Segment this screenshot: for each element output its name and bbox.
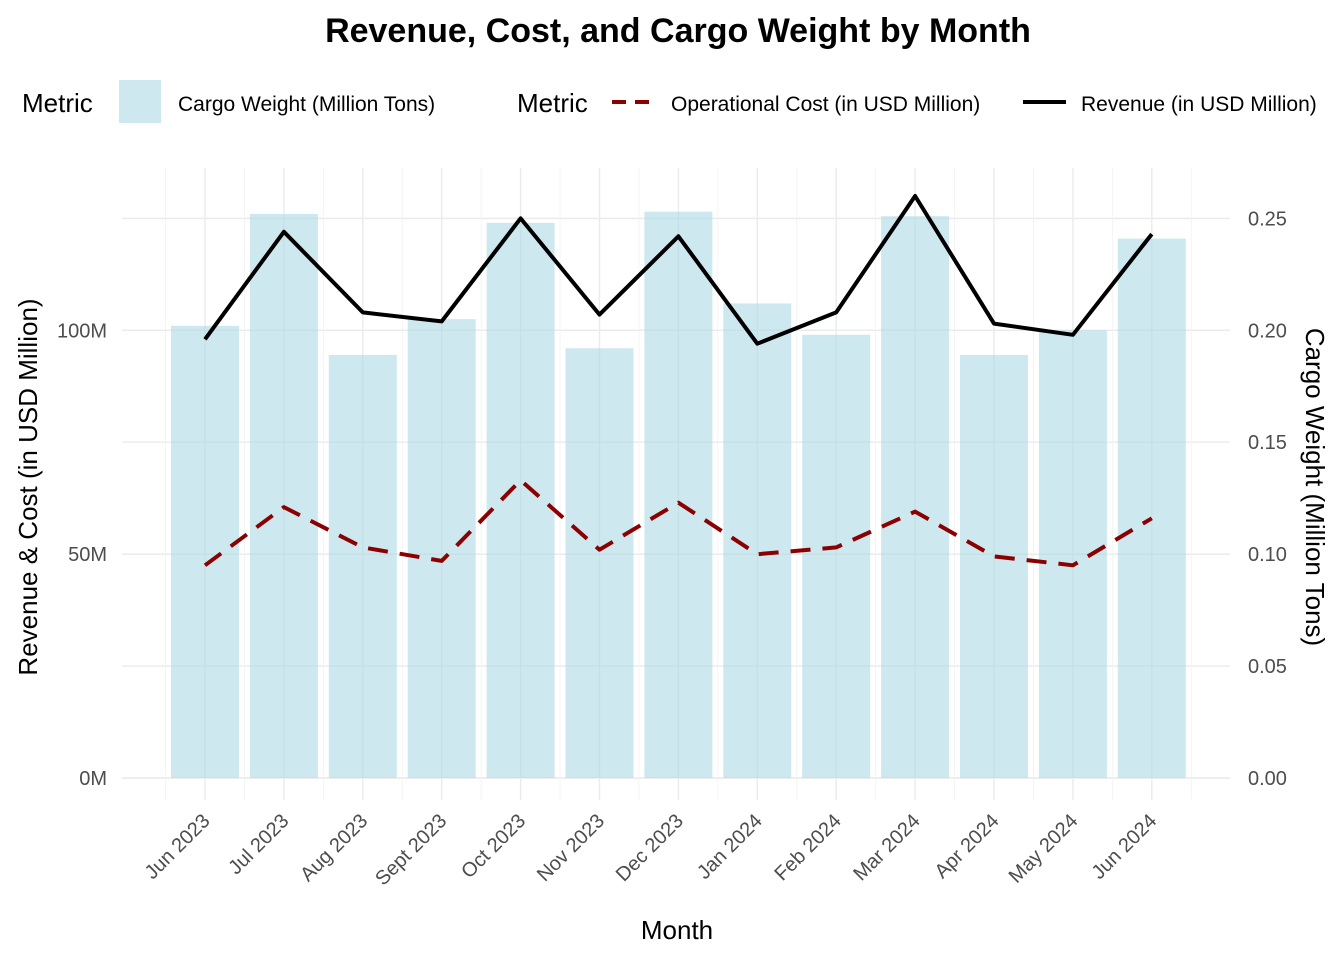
x-tick-label: Jun 2024 bbox=[1088, 810, 1162, 884]
y-tick-label: 0M bbox=[79, 768, 107, 790]
y-tick-label: 50M bbox=[68, 544, 107, 566]
x-tick-label: May 2024 bbox=[1005, 810, 1083, 888]
y2-tick-label: 0.25 bbox=[1248, 208, 1287, 230]
lines bbox=[203, 194, 1154, 568]
x-tick-label: Dec 2023 bbox=[612, 810, 688, 886]
y2-tick-label: 0.20 bbox=[1248, 320, 1287, 342]
legend-label-operational-cost: Operational Cost (in USD Million) bbox=[671, 93, 980, 116]
y-axis-title-left: Revenue & Cost (in USD Million) bbox=[13, 298, 43, 675]
bar bbox=[1038, 330, 1107, 778]
line-operational-cost bbox=[203, 478, 1153, 568]
y2-tick-label: 0.15 bbox=[1248, 432, 1287, 454]
bar bbox=[171, 325, 239, 778]
y-axis-title-right: Cargo Weight (Million Tons) bbox=[1300, 328, 1330, 646]
x-tick-label: Jul 2023 bbox=[224, 810, 293, 879]
bar bbox=[644, 211, 713, 778]
legend-line-title: Metric bbox=[517, 88, 588, 118]
x-tick-label: Sept 2023 bbox=[371, 810, 451, 890]
legend-key-cargo-weight bbox=[119, 80, 161, 123]
chart-title: Revenue, Cost, and Cargo Weight by Month bbox=[325, 12, 1031, 50]
y-axis-right: 0.00 0.05 0.10 0.15 0.20 0.25 bbox=[1248, 208, 1287, 790]
bars bbox=[171, 211, 1186, 779]
y2-tick-label: 0.00 bbox=[1248, 768, 1287, 790]
bar bbox=[1117, 238, 1186, 778]
bar bbox=[328, 354, 397, 778]
x-tick-label: Mar 2024 bbox=[849, 810, 924, 885]
bar bbox=[249, 213, 318, 778]
x-tick-label: Apr 2024 bbox=[931, 810, 1004, 883]
x-tick-label: Feb 2024 bbox=[770, 810, 845, 885]
y2-tick-label: 0.10 bbox=[1248, 544, 1287, 566]
x-tick-label: Jun 2023 bbox=[141, 810, 215, 884]
y2-tick-label: 0.05 bbox=[1248, 656, 1287, 678]
bar bbox=[881, 216, 950, 779]
bar bbox=[565, 348, 634, 778]
x-tick-label: Nov 2023 bbox=[533, 810, 609, 886]
y-axis-left: 0M 50M 100M bbox=[57, 320, 107, 790]
line-revenue bbox=[203, 194, 1154, 346]
bar bbox=[407, 319, 476, 778]
bar bbox=[486, 222, 555, 778]
x-tick-label: Aug 2023 bbox=[296, 810, 372, 886]
legend: Metric Cargo Weight (Million Tons) Metri… bbox=[22, 80, 1317, 123]
bar bbox=[960, 354, 1028, 778]
x-axis-title: Month bbox=[641, 915, 713, 945]
y-tick-label: 100M bbox=[57, 320, 107, 342]
legend-label-cargo-weight: Cargo Weight (Million Tons) bbox=[178, 93, 435, 116]
x-tick-label: Oct 2023 bbox=[457, 810, 530, 883]
legend-label-revenue: Revenue (in USD Million) bbox=[1081, 93, 1317, 116]
bar bbox=[802, 334, 871, 778]
legend-fill-title: Metric bbox=[22, 88, 93, 118]
x-tick-label: Jan 2024 bbox=[693, 810, 767, 884]
